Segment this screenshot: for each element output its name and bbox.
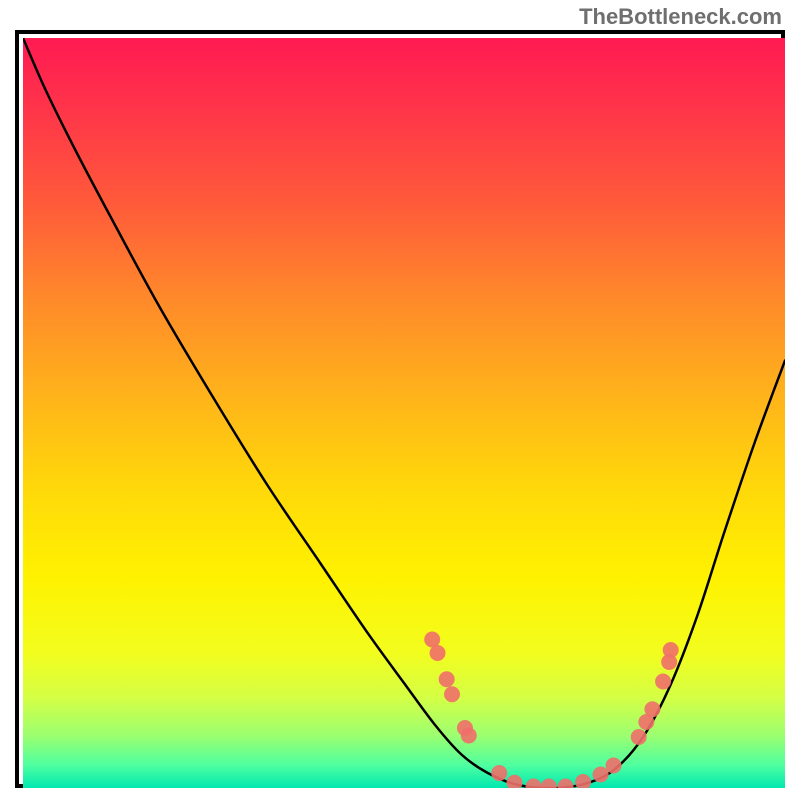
marker-dot [439, 671, 455, 687]
marker-dot [444, 686, 460, 702]
marker-dot [491, 765, 507, 781]
marker-dot [655, 674, 671, 690]
chart-svg [23, 38, 785, 788]
gradient-background [23, 38, 785, 788]
marker-dot [593, 767, 609, 783]
marker-dot [606, 758, 622, 774]
plot-frame [15, 30, 785, 788]
marker-dot [430, 645, 446, 661]
marker-dot [461, 728, 477, 744]
marker-dot [663, 642, 679, 658]
watermark-text: TheBottleneck.com [579, 4, 782, 30]
marker-dot [631, 729, 647, 745]
marker-dot [644, 701, 660, 717]
